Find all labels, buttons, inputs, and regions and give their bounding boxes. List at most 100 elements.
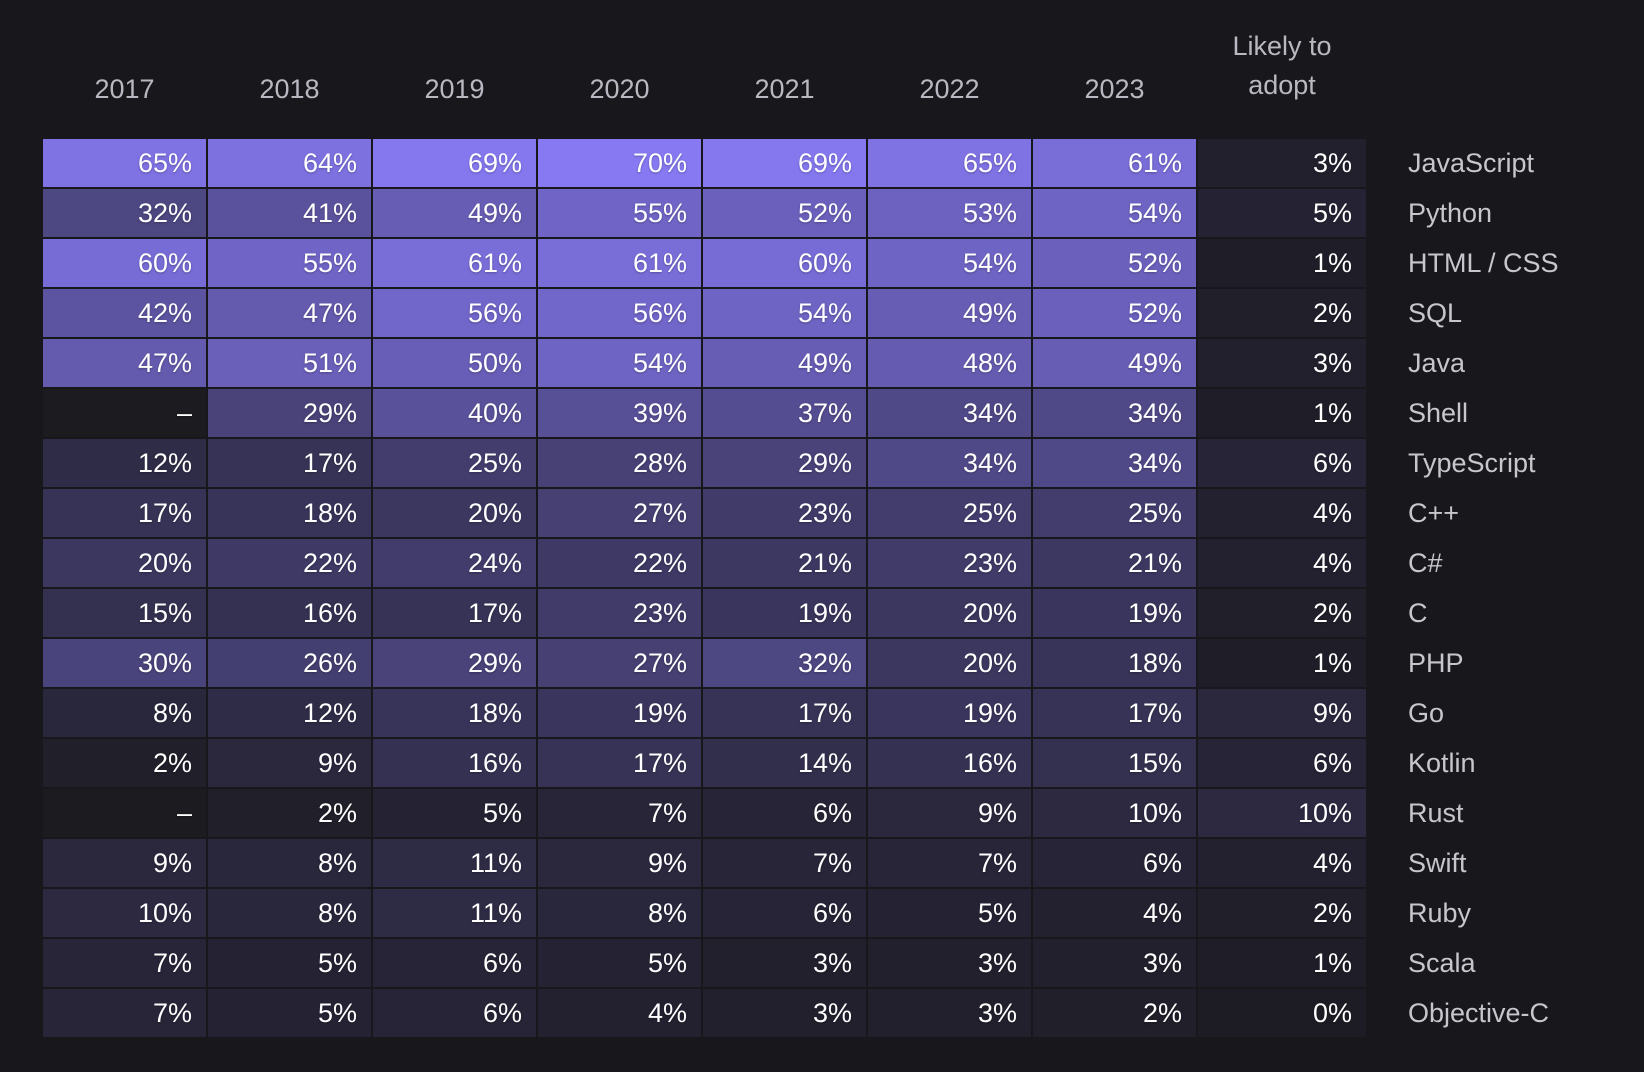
heatmap-cell: 7% (868, 839, 1031, 887)
heatmap-cell: 19% (703, 589, 866, 637)
heatmap-cell: 24% (373, 539, 536, 587)
heatmap-cell: 21% (1033, 539, 1196, 587)
heatmap-cell: 56% (373, 289, 536, 337)
heatmap-cell: 23% (868, 539, 1031, 587)
likely-header-line2: adopt (1248, 69, 1316, 100)
heatmap-cell: 7% (538, 789, 701, 837)
heatmap-cell: 49% (373, 189, 536, 237)
heatmap-cell: 7% (43, 939, 206, 987)
heatmap-cell: 11% (373, 839, 536, 887)
heatmap-cell: 40% (373, 389, 536, 437)
heatmap-cell: 60% (43, 239, 206, 287)
heatmap-cell: 9% (868, 789, 1031, 837)
heatmap-cell: 54% (538, 339, 701, 387)
heatmap-cell: 19% (1033, 589, 1196, 637)
column-header-2020: 2020 (589, 74, 650, 104)
heatmap-cell: 3% (868, 939, 1031, 987)
heatmap-cell: 61% (1033, 139, 1196, 187)
heatmap-cell: 28% (538, 439, 701, 487)
heatmap-cell: 39% (538, 389, 701, 437)
heatmap-cell: 32% (703, 639, 866, 687)
heatmap-cell: 61% (373, 239, 536, 287)
heatmap-cell: 15% (43, 589, 206, 637)
likely-to-adopt-cell: 4% (1198, 839, 1366, 887)
language-label: HTML / CSS (1408, 247, 1559, 278)
heatmap-cell: 17% (43, 489, 206, 537)
heatmap-cell: 5% (208, 939, 371, 987)
heatmap-cell: 3% (868, 989, 1031, 1037)
column-header-language (1368, 0, 1608, 137)
heatmap-cell: 69% (703, 139, 866, 187)
heatmap-cell: 42% (43, 289, 206, 337)
language-label: C (1408, 597, 1428, 628)
heatmap-cell: 54% (868, 239, 1031, 287)
column-header-2019: 2019 (424, 74, 485, 104)
heatmap-cell: 17% (373, 589, 536, 637)
language-label: PHP (1408, 647, 1464, 678)
heatmap-cell: 49% (703, 339, 866, 387)
heatmap-cell: 10% (43, 889, 206, 937)
heatmap-cell: 8% (208, 889, 371, 937)
heatmap-cell: 34% (868, 439, 1031, 487)
language-label: Scala (1408, 947, 1476, 978)
likely-to-adopt-cell: 2% (1198, 589, 1366, 637)
heatmap-cell: 27% (538, 639, 701, 687)
language-label: C# (1408, 547, 1443, 578)
column-header-2022: 2022 (919, 74, 980, 104)
heatmap-cell: 20% (868, 589, 1031, 637)
language-label: SQL (1408, 297, 1463, 328)
heatmap-cell: 52% (1033, 289, 1196, 337)
heatmap-cell: 17% (1033, 689, 1196, 737)
heatmap-cell: 5% (208, 989, 371, 1037)
language-label: TypeScript (1408, 447, 1536, 478)
language-label: JavaScript (1408, 147, 1535, 178)
heatmap-cell: 37% (703, 389, 866, 437)
column-header-2021: 2021 (754, 74, 815, 104)
heatmap-cell: 47% (43, 339, 206, 387)
heatmap-cell: 17% (703, 689, 866, 737)
heatmap-cell: 6% (703, 889, 866, 937)
heatmap-cell: 2% (208, 789, 371, 837)
heatmap-cell: 16% (373, 739, 536, 787)
heatmap-cell: 52% (1033, 239, 1196, 287)
heatmap-cell: 60% (703, 239, 866, 287)
heatmap-cell: 9% (43, 839, 206, 887)
heatmap-cell: 3% (703, 939, 866, 987)
likely-to-adopt-cell: 3% (1198, 139, 1366, 187)
column-header-2018: 2018 (259, 74, 320, 104)
heatmap-cell: 5% (868, 889, 1031, 937)
heatmap-cell: 4% (538, 989, 701, 1037)
heatmap-cell: 69% (373, 139, 536, 187)
heatmap-cell: 51% (208, 339, 371, 387)
heatmap-cell: 54% (1033, 189, 1196, 237)
heatmap-cell: 11% (373, 889, 536, 937)
heatmap-cell: 47% (208, 289, 371, 337)
likely-header-line1: Likely to (1232, 30, 1332, 61)
heatmap-cell: 6% (1033, 839, 1196, 887)
heatmap-cell: 65% (868, 139, 1031, 187)
heatmap-cell: 6% (703, 789, 866, 837)
heatmap-cell: 32% (43, 189, 206, 237)
column-header-2023: 2023 (1084, 74, 1145, 104)
language-label: Objective-C (1408, 997, 1550, 1028)
heatmap-cell: 23% (703, 489, 866, 537)
heatmap-cell: 6% (373, 989, 536, 1037)
likely-to-adopt-cell: 6% (1198, 739, 1366, 787)
heatmap-cell: 12% (208, 689, 371, 737)
heatmap-cell: 48% (868, 339, 1031, 387)
heatmap-cell: 25% (868, 489, 1031, 537)
heatmap-cell: 18% (1033, 639, 1196, 687)
column-header-2017: 2017 (94, 74, 155, 104)
heatmap-cell: 29% (208, 389, 371, 437)
heatmap-cell: 15% (1033, 739, 1196, 787)
heatmap-cell: 27% (538, 489, 701, 537)
heatmap-cell: – (43, 389, 206, 437)
heatmap-cell: 25% (373, 439, 536, 487)
heatmap-cell: 6% (373, 939, 536, 987)
likely-to-adopt-cell: 1% (1198, 389, 1366, 437)
likely-to-adopt-cell: 1% (1198, 239, 1366, 287)
heatmap-table: 2017 2018 2019 2020 2021 2022 2023 Likel… (43, 0, 1608, 1037)
heatmap-cell: 70% (538, 139, 701, 187)
likely-to-adopt-cell: 2% (1198, 889, 1366, 937)
